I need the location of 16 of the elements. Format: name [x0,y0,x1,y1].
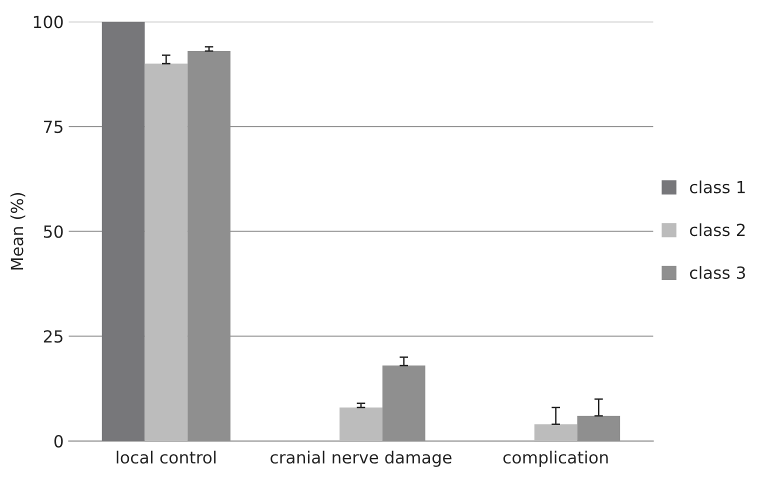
bar [102,22,145,442]
x-tick-label: cranial nerve damage [270,450,452,467]
bar [340,407,382,442]
y-axis-title: Mean (%) [10,193,26,270]
x-tick-label: complication [503,450,608,467]
y-tick-label: 50 [44,225,63,238]
y-tick-label: 75 [44,120,62,134]
bar [534,424,578,442]
y-tick-label: 25 [44,330,62,343]
legend-label: class 1 [690,180,745,194]
x-tick-label: local control [116,450,216,464]
legend-label: class 3 [690,266,745,279]
legend-label: class 2 [690,223,745,236]
bar [144,64,188,442]
y-tick-label: 0 [54,434,63,448]
y-tick-label: 100 [34,16,63,28]
